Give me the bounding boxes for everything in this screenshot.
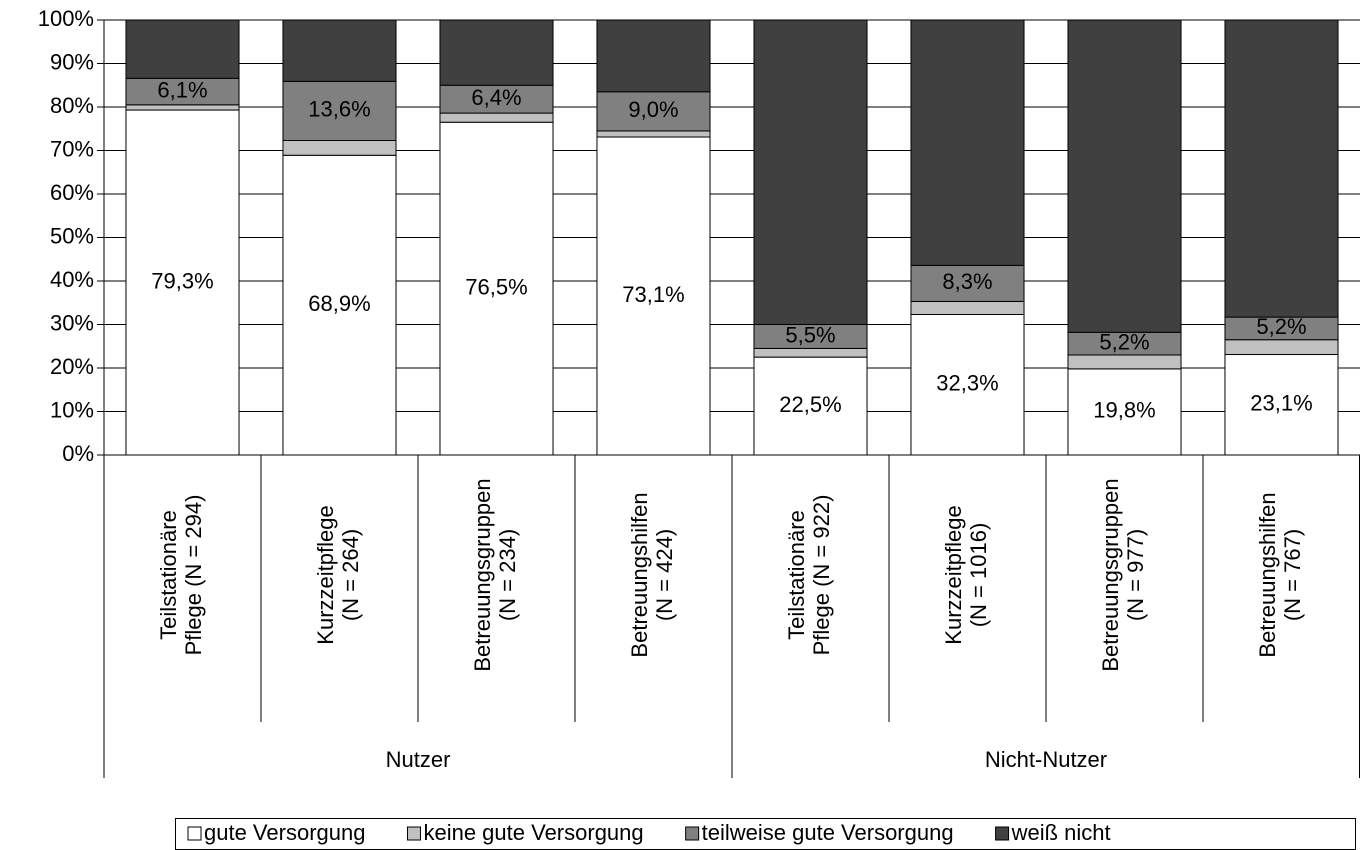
- x-tick-label-line: Teilstationäre: [156, 510, 181, 640]
- x-tick-label-line: Teilstationäre: [784, 510, 809, 640]
- bar-segment: [596, 91, 711, 132]
- legend-swatch: [187, 826, 202, 841]
- value-label: 5,2%: [1099, 329, 1149, 354]
- value-label: 6,4%: [471, 85, 521, 110]
- bar-segment: [596, 136, 711, 456]
- value-label: 13,6%: [308, 97, 370, 122]
- x-tick-label-line: Kurzzeitpflege: [941, 505, 966, 644]
- bar-segment: [1224, 19, 1339, 318]
- bar-segment: [439, 19, 554, 86]
- x-tick-label: Betreuungsgruppen (N = 977): [1098, 478, 1148, 671]
- legend-swatch: [995, 826, 1010, 841]
- x-tick-label-line: Betreuungshilfen: [627, 492, 652, 657]
- bar-segment: [1224, 339, 1339, 356]
- bar-segment: [282, 139, 397, 156]
- x-tick-label-line: (N = 234): [495, 529, 520, 621]
- value-label: 19,8%: [1093, 398, 1155, 423]
- bar-segment: [910, 300, 1025, 315]
- bar-segment: [125, 109, 240, 456]
- bar-segment: [753, 347, 868, 358]
- x-tick-label: Kurzzeitpflege (N = 1016): [941, 505, 991, 644]
- x-tick-label-line: Betreuungsgruppen: [1098, 478, 1123, 671]
- value-label: 5,5%: [785, 322, 835, 347]
- bar-segment: [910, 264, 1025, 302]
- x-tick-label-line: Betreuungsgruppen: [470, 478, 495, 671]
- bar-segment: [439, 112, 554, 123]
- bar-segment: [125, 19, 240, 79]
- x-tick-label-line: Betreuungshilfen: [1255, 492, 1280, 657]
- y-tick-label: 90%: [50, 49, 94, 74]
- legend-swatch: [406, 826, 421, 841]
- value-label: 8,3%: [942, 269, 992, 294]
- y-tick-label: 40%: [50, 267, 94, 292]
- x-tick-label-line: (N = 264): [338, 529, 363, 621]
- legend-label: teilweise gute Versorgung: [702, 820, 954, 845]
- value-label: 23,1%: [1250, 391, 1312, 416]
- bar-segment: [596, 19, 711, 93]
- y-tick-label: 50%: [50, 223, 94, 248]
- value-label: 79,3%: [151, 268, 213, 293]
- y-tick-label: 60%: [50, 180, 94, 205]
- value-label: 68,9%: [308, 291, 370, 316]
- legend-swatch: [685, 826, 700, 841]
- value-label: 76,5%: [465, 274, 527, 299]
- y-tick-label: 20%: [50, 354, 94, 379]
- x-tick-label-line: Pflege (N = 294): [181, 495, 206, 656]
- group-label: Nicht-Nutzer: [985, 747, 1107, 772]
- bar-segment: [1067, 368, 1182, 456]
- legend-box: [175, 818, 1356, 850]
- bar-segment: [1067, 19, 1182, 333]
- x-tick-label: Kurzzeitpflege (N = 264): [313, 505, 363, 644]
- value-label: 6,1%: [157, 77, 207, 102]
- value-label: 22,5%: [779, 392, 841, 417]
- value-label: 32,3%: [936, 371, 998, 396]
- y-tick-label: 30%: [50, 310, 94, 335]
- x-tick-label: Betreuungsgruppen (N = 234): [470, 478, 520, 671]
- value-label: 9,0%: [628, 97, 678, 122]
- bar-segment: [125, 77, 240, 106]
- value-label: 5,2%: [1256, 314, 1306, 339]
- y-tick-label: 100%: [38, 6, 94, 31]
- group-label: Nutzer: [386, 747, 451, 772]
- value-label: 73,1%: [622, 282, 684, 307]
- y-tick-label: 0%: [62, 441, 94, 466]
- x-tick-label: Teilstationäre Pflege (N = 294): [156, 495, 206, 656]
- x-tick-label-line: Pflege (N = 922): [809, 495, 834, 656]
- y-tick-label: 80%: [50, 93, 94, 118]
- legend-label: gute Versorgung: [204, 820, 365, 845]
- bar-segment: [753, 356, 868, 456]
- bar-segment: [596, 130, 711, 138]
- legend-label: weiß nicht: [1011, 820, 1111, 845]
- bar-segment: [753, 19, 868, 325]
- y-tick-label: 70%: [50, 136, 94, 161]
- y-tick-label: 10%: [50, 397, 94, 422]
- x-tick-label-line: (N = 977): [1123, 529, 1148, 621]
- bar-segment: [910, 313, 1025, 456]
- bar-segment: [1224, 354, 1339, 456]
- bar-segment: [125, 104, 240, 111]
- x-tick-label-line: (N = 1016): [966, 523, 991, 628]
- x-tick-label-line: (N = 424): [652, 529, 677, 621]
- bar-segment: [1067, 354, 1182, 370]
- bar-segment: [439, 121, 554, 456]
- x-tick-label: Teilstationäre Pflege (N = 922): [784, 495, 834, 656]
- bar-segment: [282, 19, 397, 82]
- x-tick-label: Betreuungshilfen (N = 424): [627, 492, 677, 657]
- x-tick-label-line: Kurzzeitpflege: [313, 505, 338, 644]
- bar-segment: [282, 154, 397, 456]
- x-tick-label: Betreuungshilfen (N = 767): [1255, 492, 1305, 657]
- bar-segment: [910, 19, 1025, 266]
- x-tick-label-line: (N = 767): [1280, 529, 1305, 621]
- legend-label: keine gute Versorgung: [423, 820, 643, 845]
